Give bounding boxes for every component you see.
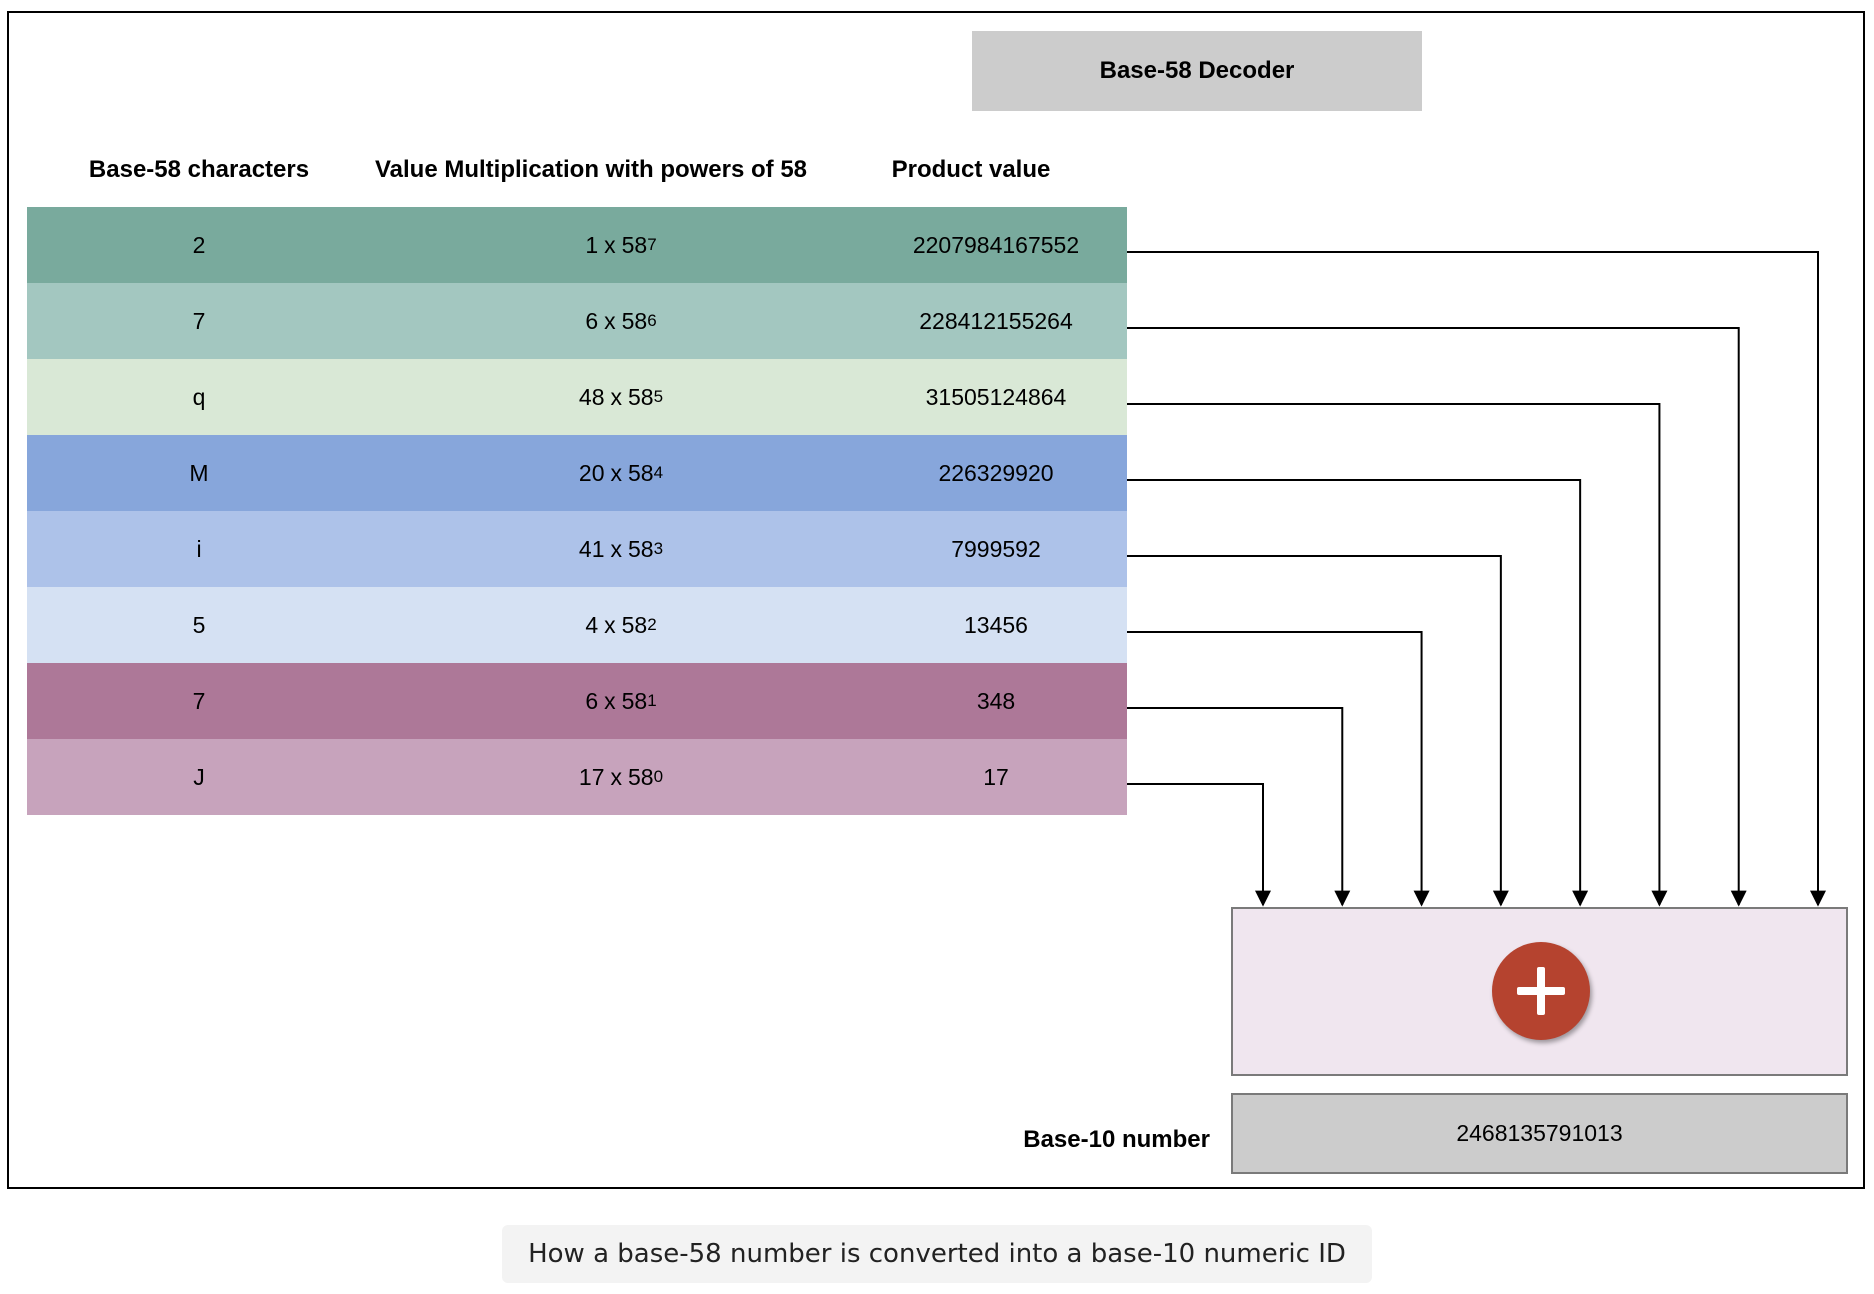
product-value: 226329920 <box>938 459 1054 486</box>
base58-character: J <box>193 763 205 790</box>
base-number: 58 <box>621 687 648 714</box>
table-row: M 20 x 58 4 226329920 <box>27 435 1127 511</box>
times-symbol: x <box>604 687 616 714</box>
digit-value: 41 <box>578 535 605 562</box>
times-symbol: x <box>604 231 616 258</box>
table-row: 7 6 x 58 6 228412155264 <box>27 283 1127 359</box>
table-row: 7 6 x 58 1 348 <box>27 663 1127 739</box>
digit-value: 6 <box>585 687 599 714</box>
result-value: 2468135791013 <box>1231 1093 1848 1174</box>
table-row: 2 1 x 58 7 2207984167552 <box>27 207 1127 283</box>
base-number: 58 <box>628 383 654 410</box>
multiplication-expression: 1 x 58 7 <box>585 231 657 258</box>
base-number: 58 <box>621 307 648 334</box>
product-value: 348 <box>976 687 1016 714</box>
base58-character: 5 <box>192 611 206 638</box>
diagram-frame <box>7 11 1865 1189</box>
result-label: Base-10 number <box>1023 1126 1210 1153</box>
table-row: q 48 x 58 5 31505124864 <box>27 359 1127 435</box>
digit-value: 4 <box>585 611 599 638</box>
digit-value: 17 <box>578 763 605 790</box>
header-characters: Base-58 characters <box>88 156 310 183</box>
header-product: Product value <box>891 156 1051 183</box>
multiplication-expression: 20 x 58 4 <box>578 459 664 486</box>
multiplication-expression: 4 x 58 2 <box>585 611 657 638</box>
table-row: i 41 x 58 3 7999592 <box>27 511 1127 587</box>
times-symbol: x <box>604 307 616 334</box>
header-multiplication: Value Multiplication with powers of 58 <box>374 156 808 183</box>
base58-character: 2 <box>192 231 206 258</box>
product-value: 228412155264 <box>919 307 1073 334</box>
base-number: 58 <box>628 459 654 486</box>
base58-character: i <box>196 535 202 562</box>
product-value: 2207984167552 <box>912 231 1080 258</box>
base58-character: 7 <box>192 307 206 334</box>
times-symbol: x <box>610 535 623 562</box>
multiplication-expression: 41 x 58 3 <box>578 535 664 562</box>
diagram-title: Base-58 Decoder <box>972 31 1422 111</box>
product-value: 17 <box>983 763 1009 790</box>
digit-value: 1 <box>585 231 599 258</box>
times-symbol: x <box>610 459 623 486</box>
base-number: 58 <box>628 535 654 562</box>
figure-caption: How a base-58 number is converted into a… <box>502 1225 1372 1283</box>
product-value: 7999592 <box>951 535 1041 562</box>
digit-value: 20 <box>578 459 605 486</box>
base-number: 58 <box>621 231 648 258</box>
multiplication-expression: 48 x 58 5 <box>578 383 664 410</box>
multiplication-expression: 17 x 58 0 <box>578 763 664 790</box>
times-symbol: x <box>610 763 623 790</box>
product-value: 31505124864 <box>925 383 1067 410</box>
summation-box <box>1231 907 1848 1076</box>
multiplication-expression: 6 x 58 1 <box>585 687 657 714</box>
digit-value: 48 <box>578 383 605 410</box>
table-row: 5 4 x 58 2 13456 <box>27 587 1127 663</box>
digit-value: 6 <box>585 307 599 334</box>
base-number: 58 <box>621 611 648 638</box>
table-row: J 17 x 58 0 17 <box>27 739 1127 815</box>
times-symbol: x <box>610 383 623 410</box>
base58-character: M <box>189 459 209 486</box>
times-symbol: x <box>604 611 616 638</box>
multiplication-expression: 6 x 58 6 <box>585 307 657 334</box>
base-number: 58 <box>628 763 654 790</box>
base58-character: q <box>192 383 206 410</box>
plus-icon <box>1492 942 1590 1040</box>
product-value: 13456 <box>964 611 1028 638</box>
decode-table: 2 1 x 58 7 2207984167552 7 6 x 58 6 228412155264 q 48… <box>27 207 1127 815</box>
base58-character: 7 <box>192 687 206 714</box>
